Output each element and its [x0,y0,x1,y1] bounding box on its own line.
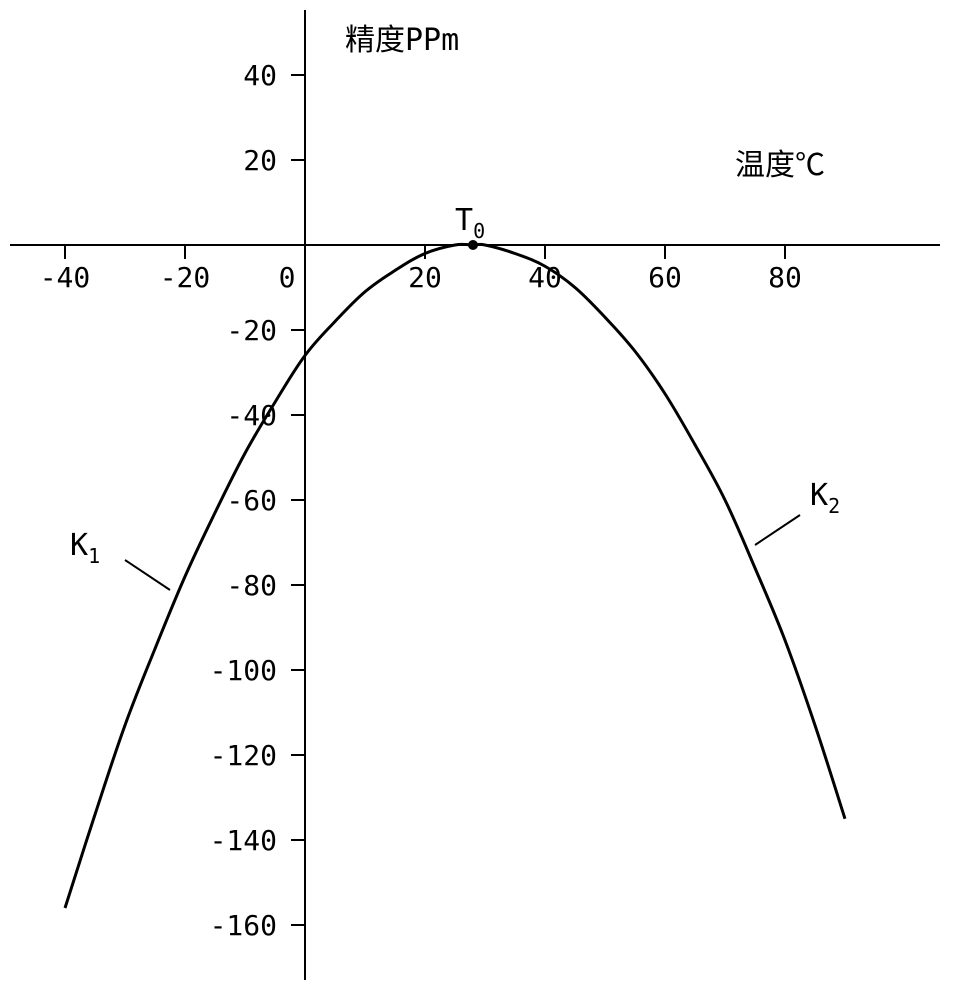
y-tick-label: -140 [210,824,277,857]
chart-container: -40-200204060804020-20-40-60-80-100-120-… [0,0,958,1000]
x-tick-label: 0 [279,261,296,294]
y-tick-label: -40 [226,399,277,432]
x-tick-label: 20 [408,261,442,294]
y-tick-label: -120 [210,739,277,772]
t0-label: T0 [455,203,485,243]
k2-label: K2 [810,478,840,518]
k1-leader [125,560,170,590]
y-tick-label: -100 [210,654,277,687]
x-tick-label: -20 [160,261,211,294]
y-tick-label: -60 [226,484,277,517]
x-tick-label: 80 [768,261,802,294]
x-tick-label: 60 [648,261,682,294]
x-axis-title: 温度℃ [735,148,825,183]
y-tick-label: -80 [226,569,277,602]
k1-label: K1 [70,528,100,568]
x-tick-label: -40 [40,261,91,294]
chart-svg: -40-200204060804020-20-40-60-80-100-120-… [0,0,958,1000]
y-tick-label: 20 [243,144,277,177]
y-tick-label: -20 [226,314,277,347]
k2-leader [755,515,800,545]
y-axis-title: 精度PPm [345,23,459,58]
curve [65,244,845,908]
y-tick-label: 40 [243,59,277,92]
y-tick-label: -160 [210,909,277,942]
